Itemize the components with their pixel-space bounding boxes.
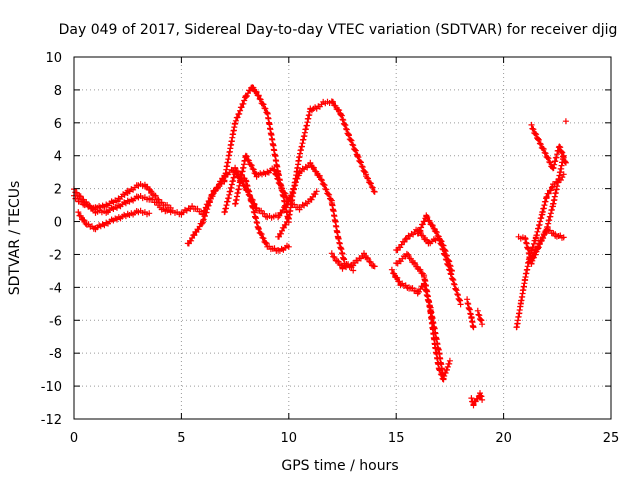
x-tick-label: 20 <box>495 431 512 446</box>
x-tick-label: 15 <box>388 431 405 446</box>
series-track <box>513 171 567 331</box>
series-track <box>528 121 569 172</box>
marker-path <box>388 266 453 383</box>
marker-path <box>393 250 447 383</box>
series-track <box>328 250 378 272</box>
marker-path <box>328 250 378 272</box>
marker-path <box>221 159 357 274</box>
x-tick-label: 0 <box>70 431 78 446</box>
x-tick-label: 25 <box>603 431 620 446</box>
plot-frame <box>73 56 612 420</box>
marker-path <box>474 307 486 328</box>
series-track <box>526 227 567 265</box>
y-tick-label: -2 <box>49 248 62 263</box>
y-tick-label: -4 <box>49 281 62 296</box>
marker-path <box>526 227 567 265</box>
grid <box>74 57 611 419</box>
series-track <box>468 390 486 409</box>
series-track <box>275 98 378 240</box>
axis-ticks: 0 5 10 15 20 25 -12 -10 -8 -6 -4 -2 0 2 4 6 8 10 <box>41 51 620 446</box>
y-tick-label: 8 <box>54 84 62 99</box>
series-track <box>562 118 569 125</box>
series-track <box>414 212 455 274</box>
marker-path <box>528 121 569 172</box>
x-tick-label: 10 <box>281 431 298 446</box>
marker-path <box>515 152 567 267</box>
y-tick-label: -10 <box>41 380 62 395</box>
marker-path <box>464 296 477 331</box>
marker-path <box>275 98 378 240</box>
marker-path <box>562 118 569 125</box>
y-tick-label: -8 <box>49 347 62 362</box>
data-points <box>71 84 569 409</box>
series-track <box>388 266 453 383</box>
marker-path <box>513 171 567 331</box>
y-tick-label: -12 <box>41 413 62 428</box>
series-track <box>515 152 567 267</box>
series-track <box>464 296 477 331</box>
y-tick-label: 2 <box>54 183 62 198</box>
y-tick-label: 6 <box>54 117 62 132</box>
series-track <box>75 207 153 233</box>
series-track <box>393 250 447 383</box>
y-tick-label: -6 <box>49 314 62 329</box>
y-tick-label: 10 <box>45 51 62 66</box>
marker-path <box>414 212 455 274</box>
chart-title: Day 049 of 2017, Sidereal Day-to-day VTE… <box>59 22 618 38</box>
y-tick-label: 0 <box>54 216 62 231</box>
y-axis-label: SDTVAR / TECUs <box>7 181 23 296</box>
y-tick-label: 4 <box>54 150 62 165</box>
marker-path <box>156 84 292 226</box>
series-track <box>156 84 292 226</box>
marker-path <box>75 207 153 233</box>
series-track <box>474 307 486 328</box>
series-track <box>221 159 357 274</box>
x-tick-label: 5 <box>177 431 185 446</box>
x-axis-label: GPS time / hours <box>281 458 398 474</box>
marker-path <box>468 390 486 409</box>
